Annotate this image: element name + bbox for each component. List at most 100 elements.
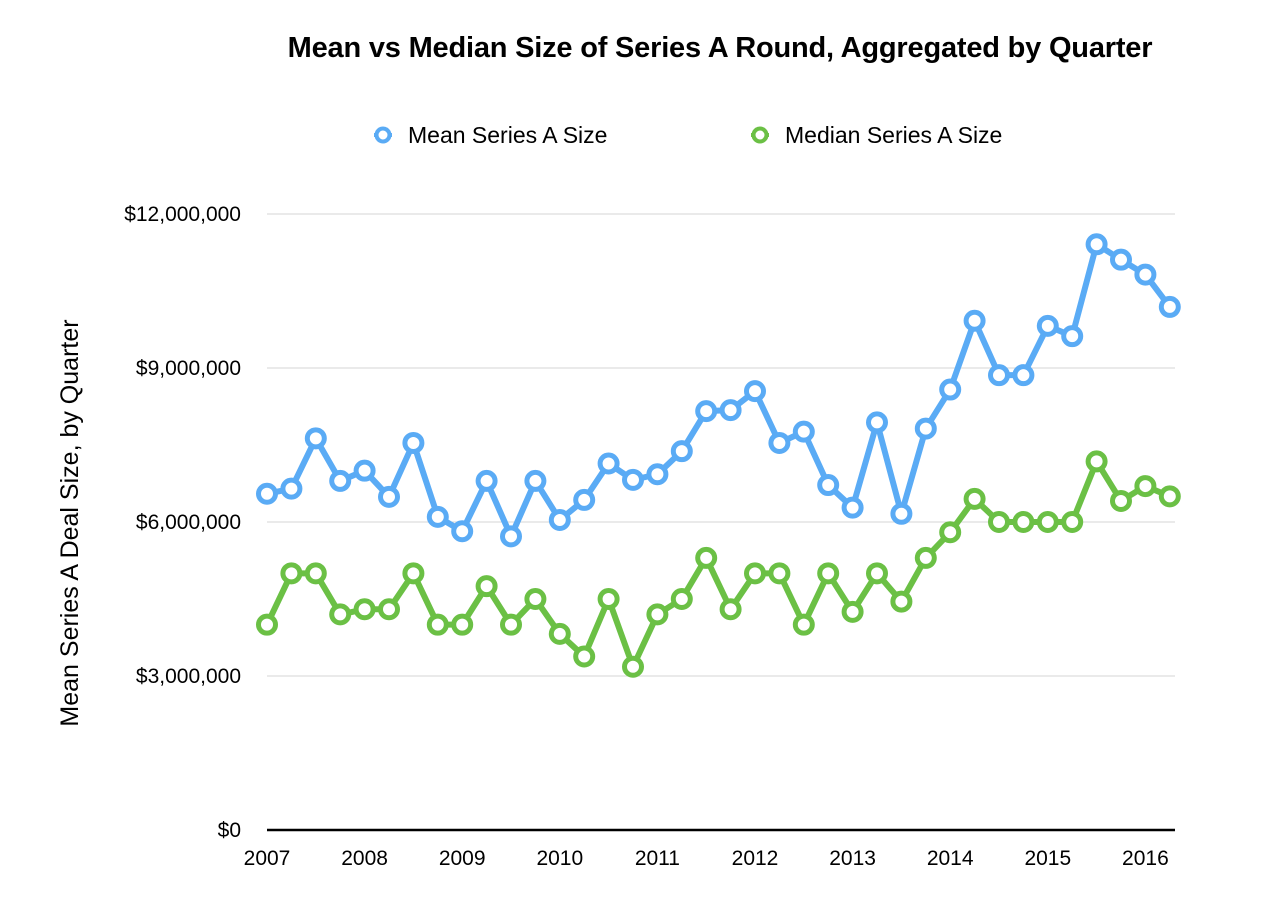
data-point	[670, 588, 693, 610]
data-point	[524, 469, 547, 492]
series-line	[264, 241, 1173, 540]
data-point	[280, 477, 303, 500]
data-point	[256, 613, 278, 636]
data-point	[1110, 489, 1132, 512]
data-point	[866, 562, 888, 585]
legend-label: Mean Series A Size	[408, 122, 607, 148]
data-point	[329, 469, 352, 492]
data-point	[1158, 485, 1181, 508]
x-tick-label: 2014	[927, 847, 974, 870]
legend-marker	[751, 126, 769, 144]
data-point	[890, 590, 913, 613]
x-tick-label: 2012	[732, 847, 779, 870]
series-group	[256, 233, 1181, 678]
data-point	[963, 309, 986, 332]
data-point	[451, 613, 474, 636]
data-point	[304, 427, 327, 450]
data-point	[695, 546, 718, 569]
data-point	[573, 645, 596, 668]
data-point	[646, 603, 669, 626]
y-axis-title: Mean Series A Deal Size, by Quarter	[56, 319, 84, 726]
legend: Mean Series A Size Median Series A Size	[374, 122, 1002, 148]
y-tick-label: $3,000,000	[136, 665, 241, 688]
data-point	[597, 588, 620, 610]
data-point	[548, 508, 571, 531]
data-point	[1085, 233, 1108, 256]
axes: $0 $3,000,000 $6,000,000 $9,000,000 $12,000,…	[124, 203, 1175, 870]
data-point	[890, 502, 913, 525]
data-point	[988, 511, 1010, 533]
x-tick-label: 2011	[635, 847, 680, 870]
y-tick-label: $6,000,000	[136, 511, 241, 534]
data-point	[475, 469, 498, 492]
data-point	[719, 598, 742, 621]
data-point	[1012, 364, 1035, 387]
data-point	[817, 562, 840, 585]
data-point	[792, 420, 815, 443]
data-point	[768, 431, 791, 454]
data-point	[939, 378, 962, 401]
data-point	[1110, 248, 1132, 271]
series-mean	[256, 233, 1181, 548]
data-point	[597, 452, 620, 475]
data-point	[451, 520, 474, 543]
data-point	[866, 411, 888, 434]
data-point	[1036, 314, 1059, 337]
data-point	[744, 380, 766, 403]
data-point	[622, 655, 644, 678]
data-point	[841, 496, 864, 519]
data-point	[792, 613, 815, 636]
data-point	[329, 603, 352, 626]
data-point	[548, 622, 571, 645]
data-point	[670, 440, 693, 463]
data-point	[1134, 475, 1157, 498]
legend-item: Median Series A Size	[751, 122, 1002, 148]
x-tick-label: 2007	[244, 847, 291, 870]
x-tick-label: 2016	[1122, 847, 1169, 870]
legend-item: Mean Series A Size	[374, 122, 607, 148]
data-point	[768, 562, 791, 585]
data-point	[573, 488, 596, 511]
data-point	[719, 399, 742, 422]
data-point	[646, 463, 669, 486]
data-point	[378, 485, 400, 508]
y-tick-label: $12,000,000	[124, 203, 241, 226]
data-point	[914, 417, 937, 440]
data-point	[304, 562, 327, 585]
data-point	[426, 613, 449, 636]
data-point	[353, 459, 376, 482]
data-point	[475, 575, 498, 598]
x-tick-label: 2015	[1024, 847, 1071, 870]
data-point	[524, 588, 547, 610]
x-tick-label: 2009	[439, 847, 486, 870]
legend-label: Median Series A Size	[785, 122, 1002, 148]
data-point	[500, 613, 522, 636]
y-tick-label: $0	[218, 819, 241, 842]
data-point	[500, 525, 522, 548]
series-line	[264, 458, 1173, 670]
x-tick-label: 2013	[829, 847, 876, 870]
data-point	[353, 598, 376, 621]
data-point	[426, 505, 449, 528]
data-point	[402, 562, 425, 585]
data-point	[1061, 511, 1084, 533]
y-tick-label: $9,000,000	[136, 357, 241, 380]
data-point	[256, 482, 278, 505]
data-point	[280, 562, 303, 585]
data-point	[1158, 295, 1181, 318]
data-point	[817, 474, 840, 497]
data-point	[939, 521, 962, 544]
data-point	[963, 487, 986, 510]
data-point	[1012, 511, 1035, 533]
data-point	[1061, 325, 1084, 348]
data-point	[695, 400, 718, 423]
x-tick-label: 2008	[341, 847, 388, 870]
data-point	[914, 546, 937, 569]
data-point	[402, 431, 425, 454]
legend-marker	[374, 126, 392, 144]
data-point	[744, 562, 766, 585]
data-point	[988, 364, 1010, 387]
data-point	[1085, 450, 1108, 473]
series-median	[256, 450, 1181, 678]
